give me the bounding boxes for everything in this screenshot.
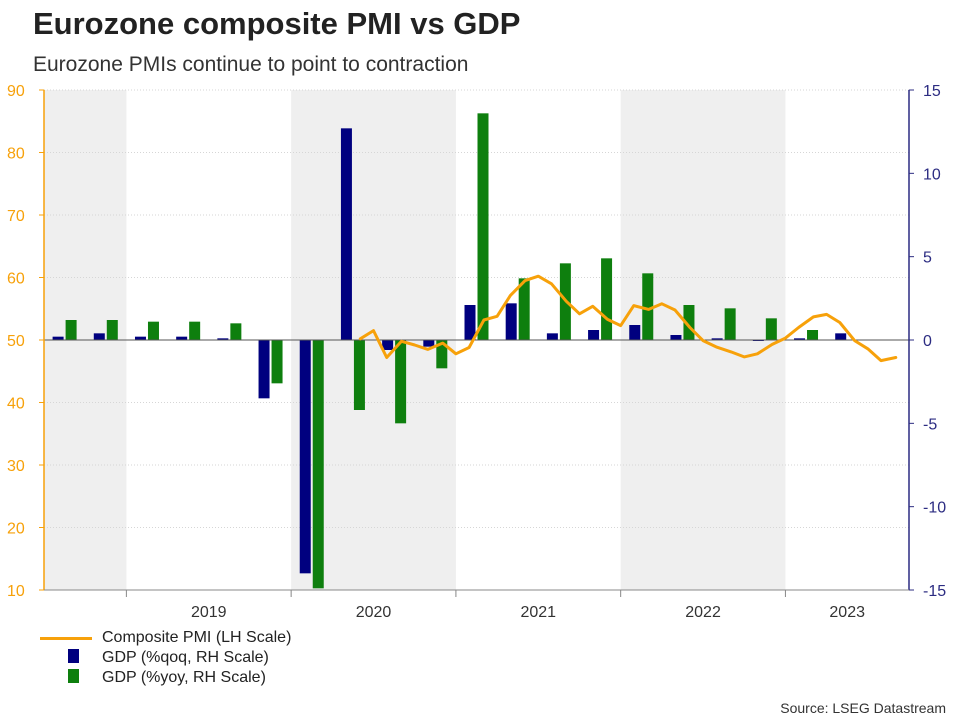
bar-gdp-yoy-2020Q4 (436, 340, 448, 369)
chart-subtitle: Eurozone PMIs continue to point to contr… (33, 53, 469, 76)
legend-swatch-pmi (40, 636, 92, 640)
bar-gdp-qoq-2018Q4 (93, 333, 105, 340)
legend-label-gdp-qoq: GDP (%qoq, RH Scale) (102, 649, 269, 666)
bar-gdp-qoq-2019Q1 (134, 336, 146, 340)
left-tick-label: 70 (7, 208, 25, 225)
bar-gdp-yoy-2021Q1 (477, 113, 489, 340)
bar-gdp-yoy-2020Q2 (353, 340, 365, 410)
left-tick-label: 30 (7, 458, 25, 475)
legend-item-pmi: Composite PMI (LH Scale) (40, 628, 291, 648)
left-tick-label: 20 (7, 521, 25, 538)
bar-gdp-qoq-2020Q4 (423, 340, 435, 347)
bar-gdp-yoy-2021Q2 (518, 278, 530, 340)
left-tick-label: 40 (7, 396, 25, 413)
bar-gdp-yoy-2022Q1 (642, 273, 654, 340)
legend-item-gdp-yoy: GDP (%yoy, RH Scale) (40, 668, 291, 688)
x-tick-label: 2023 (829, 604, 865, 621)
bar-gdp-yoy-2018Q4 (106, 320, 118, 340)
bar-gdp-yoy-2018Q3 (65, 320, 77, 340)
right-tick-label: 15 (923, 83, 941, 100)
bar-gdp-qoq-2019Q2 (176, 336, 188, 340)
legend: Composite PMI (LH Scale) GDP (%qoq, RH S… (40, 628, 291, 688)
x-tick-label: 2019 (191, 604, 227, 621)
source-note: Source: LSEG Datastream (780, 700, 946, 716)
legend-swatch-gdp-qoq (68, 648, 79, 663)
bar-gdp-qoq-2021Q1 (464, 305, 476, 340)
bar-gdp-yoy-2020Q1 (312, 340, 324, 589)
bar-gdp-qoq-2019Q3 (217, 338, 229, 340)
bar-gdp-yoy-2019Q3 (230, 323, 242, 340)
left-tick-label: 80 (7, 146, 25, 163)
right-tick-label: 0 (923, 333, 932, 350)
left-tick-label: 60 (7, 271, 25, 288)
bar-gdp-yoy-2019Q4 (271, 340, 283, 384)
left-tick-label: 90 (7, 83, 25, 100)
bar-gdp-qoq-2022Q1 (629, 325, 641, 340)
line-composite-pmi (358, 274, 898, 363)
bar-gdp-yoy-2020Q3 (395, 340, 407, 424)
bar-gdp-qoq-2019Q4 (258, 340, 270, 399)
bar-gdp-yoy-2023Q1 (807, 330, 819, 340)
right-tick-label: 5 (923, 250, 932, 267)
bar-gdp-qoq-2022Q3 (711, 338, 723, 340)
bar-gdp-qoq-2022Q2 (670, 335, 682, 340)
bar-gdp-yoy-2019Q2 (189, 321, 201, 340)
right-tick-label: 10 (923, 166, 941, 183)
bar-gdp-yoy-2021Q4 (601, 258, 613, 340)
bar-gdp-qoq-2023Q1 (794, 338, 806, 340)
x-tick-label: 2020 (356, 604, 392, 621)
bar-gdp-qoq-2023Q2 (835, 333, 847, 340)
x-tick-label: 2022 (685, 604, 721, 621)
bar-gdp-qoq-2020Q2 (340, 128, 352, 340)
left-tick-label: 50 (7, 333, 25, 350)
bar-gdp-yoy-2022Q2 (683, 305, 695, 340)
chart-title: Eurozone composite PMI vs GDP (33, 6, 521, 41)
bar-gdp-yoy-2022Q3 (724, 308, 736, 340)
right-tick-label: -15 (923, 583, 946, 600)
bar-gdp-qoq-2020Q1 (299, 340, 311, 574)
bar-gdp-yoy-2022Q4 (765, 318, 777, 340)
bar-gdp-qoq-2021Q4 (588, 330, 600, 340)
bar-gdp-qoq-2021Q2 (505, 303, 517, 340)
legend-swatch-gdp-yoy (68, 668, 79, 683)
legend-label-gdp-yoy: GDP (%yoy, RH Scale) (102, 669, 266, 686)
x-tick-label: 2021 (520, 604, 556, 621)
bar-gdp-qoq-2021Q3 (546, 333, 558, 340)
bar-gdp-qoq-2020Q3 (382, 340, 394, 350)
right-tick-label: -10 (923, 500, 946, 517)
legend-label-pmi: Composite PMI (LH Scale) (102, 629, 292, 646)
bar-gdp-qoq-2018Q3 (52, 336, 64, 340)
legend-item-gdp-qoq: GDP (%qoq, RH Scale) (40, 648, 291, 668)
right-tick-label: -5 (923, 416, 937, 433)
left-tick-label: 10 (7, 583, 25, 600)
bar-gdp-yoy-2019Q1 (147, 321, 159, 340)
